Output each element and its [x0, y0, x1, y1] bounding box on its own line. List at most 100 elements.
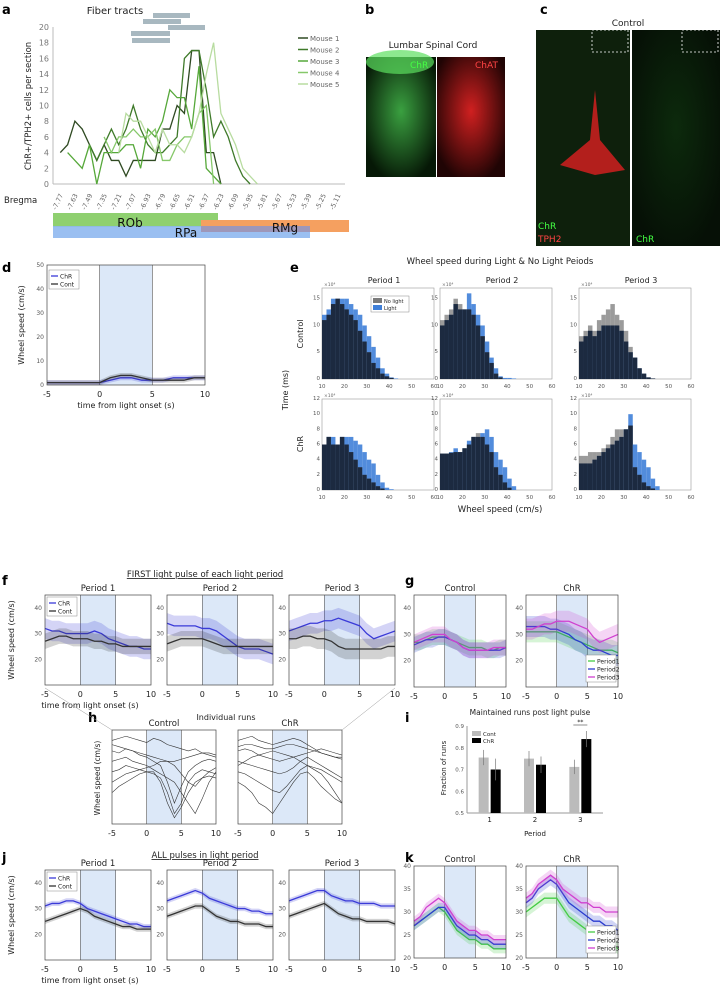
bar-overlap	[583, 463, 588, 490]
tick-label: 10	[313, 411, 320, 417]
error-band-period2	[414, 902, 506, 949]
bar-overlap	[628, 425, 633, 490]
subplot-title: Period 3	[325, 859, 360, 869]
bar-overlap	[375, 486, 381, 490]
bar-light	[646, 467, 651, 490]
legend-label: Mouse 4	[310, 70, 340, 78]
tick-label: 10	[319, 384, 326, 390]
bar-overlap	[475, 325, 481, 379]
series-line-mouse-2	[88, 49, 251, 185]
tick-label: 0	[317, 376, 321, 382]
bar-overlap	[344, 444, 349, 490]
light-period-shade	[99, 265, 153, 385]
bar-overlap	[493, 373, 499, 379]
bar-light	[366, 459, 372, 490]
bar-overlap	[440, 453, 445, 490]
tick-label: 15	[431, 296, 438, 302]
tick-label: 0.7	[455, 768, 464, 774]
x-tick-label: -6.51	[182, 192, 196, 211]
light-period-shade	[202, 595, 238, 685]
tick-label: 60	[688, 495, 695, 501]
tick-label: -5	[41, 965, 49, 974]
x-tick-label: -5.39	[299, 192, 313, 211]
tick-label: 12	[570, 396, 577, 402]
fiber-tracts-title: Fiber tracts	[87, 6, 143, 17]
light-period-shade	[444, 595, 476, 687]
bar-overlap	[650, 488, 656, 490]
bar-overlap	[389, 377, 394, 379]
tick-label: 10	[146, 690, 156, 699]
legend-label: Period1	[597, 930, 620, 937]
tick-label: 0	[270, 829, 275, 838]
tick-label: 6	[574, 442, 578, 448]
plot-frame	[166, 869, 274, 961]
x-axis-label: time from light onset (s)	[41, 701, 138, 710]
tick-label: 50	[526, 495, 533, 501]
tick-label: 0	[44, 180, 49, 189]
tick-label: 12	[313, 396, 320, 402]
tick-label: 16	[39, 54, 49, 63]
x-tick-label: -6.37	[197, 192, 211, 211]
bar-overlap	[353, 459, 358, 490]
tick-label: 20	[156, 931, 164, 938]
bar-overlap	[380, 373, 385, 379]
legend-label: Cont	[483, 732, 497, 738]
series-line-chr	[288, 617, 396, 640]
panel-letter-j: j	[1, 851, 6, 866]
series-line-chr	[288, 889, 395, 907]
tick-label: 2	[435, 472, 439, 478]
error-band-chr	[45, 618, 151, 660]
bar-overlap	[592, 459, 597, 490]
bar-overlap	[641, 482, 647, 490]
bar-overlap	[466, 309, 472, 379]
tick-label: 10	[613, 963, 623, 972]
tick-label: 20	[403, 955, 411, 962]
legend-swatch	[472, 738, 481, 743]
tick-label: 0	[97, 390, 102, 399]
tick-label: 20	[598, 495, 605, 501]
series-line-chr	[166, 622, 274, 655]
error-band-cont	[289, 625, 395, 660]
tick-label: 40	[504, 495, 511, 501]
tick-label: 10	[200, 390, 210, 399]
tick-label: 0	[554, 963, 559, 972]
series-line-period3	[413, 897, 506, 941]
tick-label: 30	[278, 906, 286, 913]
chr-label: ChR	[636, 235, 654, 245]
bar-overlap	[362, 341, 367, 379]
tick-label: 0	[322, 690, 327, 699]
x-axis-label: Period	[524, 830, 546, 838]
section-title: FIRST light pulse of each light period	[127, 570, 283, 580]
series-line-mouse-3	[67, 66, 222, 185]
tick-label: 30	[403, 909, 411, 916]
light-period-shade	[80, 595, 116, 685]
fiber-tract-bar	[168, 25, 205, 30]
bar-overlap	[362, 474, 367, 490]
bar-cont	[478, 757, 489, 813]
y-scale-label: ×10⁴	[581, 282, 592, 288]
column-title: Period 1	[368, 276, 401, 285]
tick-label: -5	[163, 965, 171, 974]
legend-label: ChR	[483, 739, 494, 745]
tick-label: 10	[390, 965, 400, 974]
control-chr-image	[632, 30, 720, 246]
bar-chr	[536, 764, 546, 813]
individual-run-line	[237, 748, 343, 762]
bar-overlap	[641, 373, 647, 379]
series-line-cont	[44, 907, 151, 930]
y-axis-label: Wheel speed (cm/s)	[93, 741, 102, 816]
x-tick-label: 1	[487, 816, 491, 824]
bar-overlap	[330, 304, 336, 379]
tick-label: 30	[481, 495, 488, 501]
tick-label: 0	[442, 963, 447, 972]
dorsal-horn-stain	[366, 50, 434, 74]
panel-c-title: Control	[612, 19, 645, 29]
tick-label: 0	[554, 692, 559, 701]
chr-label: ChR	[410, 61, 428, 71]
bar-overlap	[480, 436, 485, 490]
panel-letter-g: g	[405, 574, 414, 589]
bar-overlap	[632, 357, 638, 379]
tick-label: 5	[179, 829, 184, 838]
tick-label: -5	[41, 690, 49, 699]
section-title: Individual runs	[196, 713, 255, 722]
